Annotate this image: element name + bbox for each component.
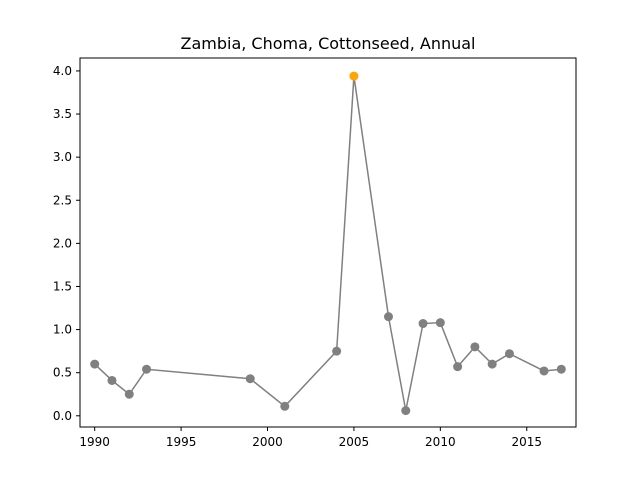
- data-point: [142, 364, 152, 374]
- x-tick-label: 2015: [511, 435, 542, 449]
- y-axis: 0.0 0.5 1.0 1.5 2.0 2.5 3.0 3.5 4.0: [53, 64, 80, 423]
- data-point: [539, 366, 549, 376]
- y-tick-label: 0.5: [53, 366, 72, 380]
- x-tick-label: 2005: [339, 435, 370, 449]
- x-tick-label: 1990: [79, 435, 110, 449]
- data-series: [90, 71, 566, 416]
- chart-title: Zambia, Choma, Cottonseed, Annual: [181, 34, 476, 53]
- x-tick-label: 2010: [425, 435, 456, 449]
- data-point: [487, 359, 497, 369]
- y-tick-label: 3.5: [53, 107, 72, 121]
- highlighted-data-point: [349, 71, 359, 81]
- y-tick-label: 4.0: [53, 64, 72, 78]
- data-point: [332, 346, 342, 356]
- x-tick-label: 2000: [252, 435, 283, 449]
- data-point: [124, 389, 134, 399]
- y-tick-label: 0.0: [53, 409, 72, 423]
- data-point: [280, 401, 290, 411]
- y-tick-label: 3.0: [53, 150, 72, 164]
- plot-area-frame: [79, 57, 577, 428]
- y-tick-label: 1.5: [53, 279, 72, 293]
- data-point: [453, 362, 463, 372]
- data-point: [435, 318, 445, 328]
- data-point: [556, 364, 566, 374]
- y-tick-label: 2.0: [53, 236, 72, 250]
- data-point: [470, 342, 480, 352]
- data-point: [107, 375, 117, 385]
- x-tick-label: 1995: [166, 435, 197, 449]
- y-tick-label: 2.5: [53, 193, 72, 207]
- y-tick-label: 1.0: [53, 323, 72, 337]
- x-axis: 1990 1995 2000 2005 2010 2015: [79, 427, 542, 449]
- data-point: [401, 406, 411, 416]
- data-point: [418, 319, 428, 329]
- data-point: [245, 374, 255, 384]
- data-point: [383, 312, 393, 322]
- data-point: [90, 359, 100, 369]
- data-point: [504, 349, 514, 359]
